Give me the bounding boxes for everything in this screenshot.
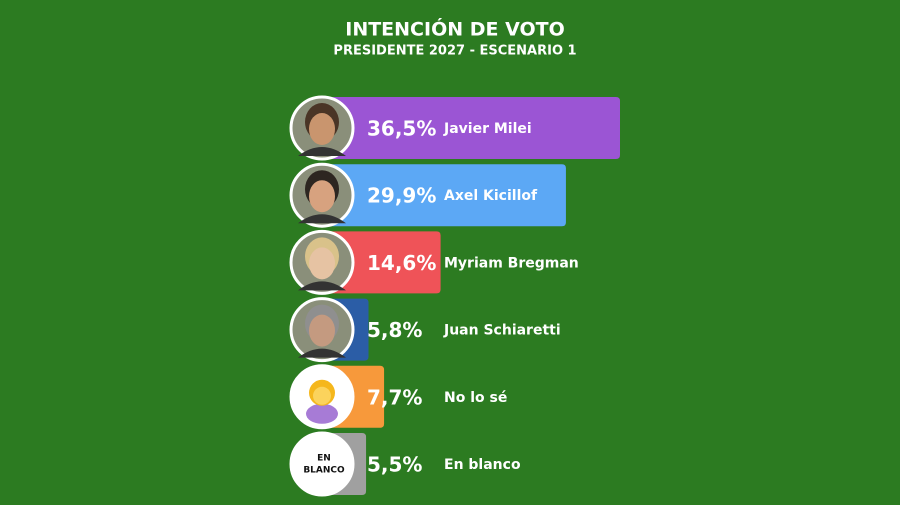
value-label: 29,9% xyxy=(367,184,436,208)
emoji-body xyxy=(306,403,338,424)
avatar-body xyxy=(298,147,346,156)
avatar-body xyxy=(298,348,346,358)
value-label: 36,5% xyxy=(367,117,436,141)
bar xyxy=(321,164,566,227)
avatar-face xyxy=(309,247,335,280)
avatar-body xyxy=(298,214,346,224)
avatar-body xyxy=(298,281,346,291)
value-label: 14,6% xyxy=(367,251,436,275)
value-label: 5,8% xyxy=(367,318,422,342)
emoji-face xyxy=(313,386,331,405)
avatar-face xyxy=(309,180,335,213)
category-label: Axel Kicillof xyxy=(444,188,538,204)
avatar-face xyxy=(309,314,335,347)
chart-title: INTENCIÓN DE VOTO xyxy=(345,17,565,41)
value-label: 7,7% xyxy=(367,385,422,409)
category-label: Javier Milei xyxy=(443,121,532,137)
category-label: Myriam Bregman xyxy=(444,255,579,271)
category-label: En blanco xyxy=(444,457,521,473)
category-label: Juan Schiaretti xyxy=(443,323,561,339)
avatar-face xyxy=(309,113,335,145)
bar xyxy=(321,231,441,294)
value-label: 5,5% xyxy=(367,453,422,477)
avatar xyxy=(289,431,355,497)
chart-subtitle: PRESIDENTE 2027 - ESCENARIO 1 xyxy=(333,44,576,59)
category-label: No lo sé xyxy=(444,390,507,406)
avatar-text: EN xyxy=(317,454,331,464)
bar xyxy=(321,97,620,159)
avatar-text: BLANCO xyxy=(303,466,345,476)
